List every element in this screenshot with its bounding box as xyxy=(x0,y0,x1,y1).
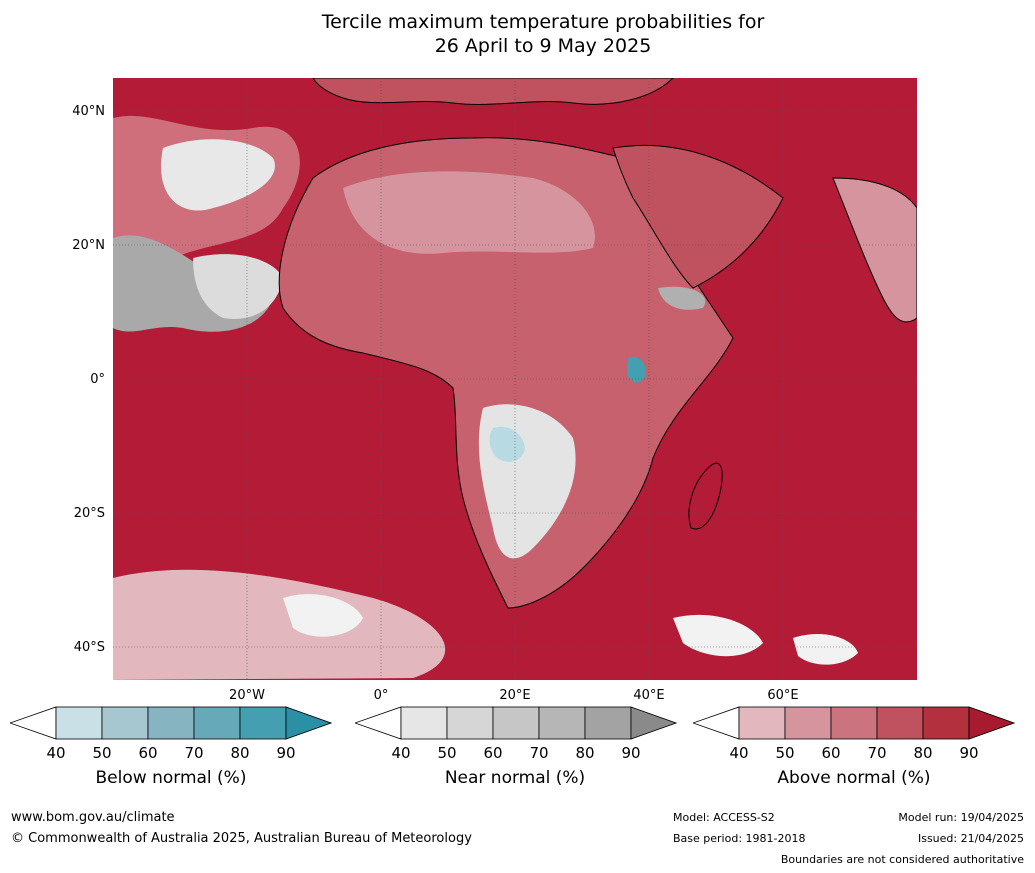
issued-text: Issued: 21/04/2025 xyxy=(917,832,1024,845)
southern-ocean-white-patches xyxy=(283,594,858,665)
colorbar-tick: 80 xyxy=(230,744,250,762)
probability-map xyxy=(113,78,917,680)
colorbar-tick: 80 xyxy=(913,744,933,762)
above-normal-colorbar xyxy=(693,706,1015,740)
colorbar-tick: 80 xyxy=(575,744,595,762)
colorbar-tick: 40 xyxy=(391,744,411,762)
colorbar-tick: 60 xyxy=(821,744,841,762)
copyright-text: © Commonwealth of Australia 2025, Austra… xyxy=(11,831,472,846)
sahara-light-zone xyxy=(343,171,595,254)
colorbar-tick: 40 xyxy=(729,744,749,762)
colorbar-bin xyxy=(55,706,103,740)
horn-of-africa-grey-zone xyxy=(658,286,706,310)
colorbar-bin xyxy=(784,706,832,740)
lon-label: 60°E xyxy=(767,688,799,703)
lat-label: 40°N xyxy=(72,104,105,119)
southern-africa-below-normal-spot xyxy=(489,426,525,462)
model-text: Model: ACCESS-S2 xyxy=(673,811,775,824)
colorbar-under xyxy=(693,706,740,740)
madagascar xyxy=(688,462,723,530)
africa-landmass xyxy=(278,137,734,609)
colorbar-bin xyxy=(738,706,786,740)
colorbar-tick: 60 xyxy=(138,744,158,762)
lon-label: 40°E xyxy=(633,688,665,703)
colorbar-bin xyxy=(193,706,241,740)
colorbar-bin xyxy=(876,706,924,740)
colorbar-tick: 50 xyxy=(437,744,457,762)
colorbar-bin xyxy=(101,706,149,740)
colorbar-bin xyxy=(584,706,632,740)
tropical-atlantic-light-zone xyxy=(193,254,283,319)
arabia-landmass xyxy=(612,145,784,289)
lat-label: 0° xyxy=(90,372,105,387)
above-normal-label: Above normal (%) xyxy=(777,768,931,788)
colorbar-tick: 40 xyxy=(46,744,66,762)
map-graticule xyxy=(113,78,917,680)
colorbar-bin xyxy=(446,706,494,740)
colorbar-tick: 60 xyxy=(483,744,503,762)
website-link[interactable]: www.bom.gov.au/climate xyxy=(11,810,175,825)
colorbar-tick: 50 xyxy=(92,744,112,762)
colorbar-bin xyxy=(147,706,195,740)
chart-title: Tercile maximum temperature probabilitie… xyxy=(0,10,1035,58)
title-line-1: Tercile maximum temperature probabilitie… xyxy=(321,11,765,33)
southern-ocean-light-zone xyxy=(113,569,446,680)
colorbar-over xyxy=(630,706,677,740)
colorbar-tick: 90 xyxy=(959,744,979,762)
colorbar-over xyxy=(968,706,1015,740)
colorbar-bin xyxy=(830,706,878,740)
colorbar-over xyxy=(285,706,332,740)
europe-landmass xyxy=(312,78,674,105)
disclaimer-text: Boundaries are not considered authoritat… xyxy=(780,853,1024,866)
colorbar-tick: 90 xyxy=(621,744,641,762)
colorbar-tick: 70 xyxy=(184,744,204,762)
colorbar-bin xyxy=(492,706,540,740)
lat-label: 40°S xyxy=(73,640,105,655)
below-normal-label: Below normal (%) xyxy=(95,768,247,788)
below-normal-colorbar xyxy=(10,706,332,740)
colorbar-tick: 90 xyxy=(276,744,296,762)
base-period-text: Base period: 1981-2018 xyxy=(673,832,806,845)
india-landmass xyxy=(832,177,917,323)
colorbar-bin xyxy=(400,706,448,740)
colorbar-tick: 70 xyxy=(529,744,549,762)
north-atlantic-white-zone xyxy=(161,139,275,211)
colorbar-bin xyxy=(239,706,287,740)
lon-label: 20°W xyxy=(229,688,265,703)
lon-label: 0° xyxy=(373,688,389,703)
lat-label: 20°N xyxy=(72,238,105,253)
colorbar-bin xyxy=(538,706,586,740)
model-run-text: Model run: 19/04/2025 xyxy=(898,811,1024,824)
colorbar-bin xyxy=(922,706,970,740)
title-line-2: 26 April to 9 May 2025 xyxy=(434,35,652,57)
east-africa-below-normal-spot xyxy=(627,356,646,383)
colorbar-tick: 50 xyxy=(775,744,795,762)
near-normal-colorbar xyxy=(355,706,677,740)
lon-label: 20°E xyxy=(499,688,531,703)
colorbar-under xyxy=(10,706,57,740)
near-normal-label: Near normal (%) xyxy=(444,768,586,788)
colorbar-under xyxy=(355,706,402,740)
lat-label: 20°S xyxy=(73,506,105,521)
colorbar-tick: 70 xyxy=(867,744,887,762)
